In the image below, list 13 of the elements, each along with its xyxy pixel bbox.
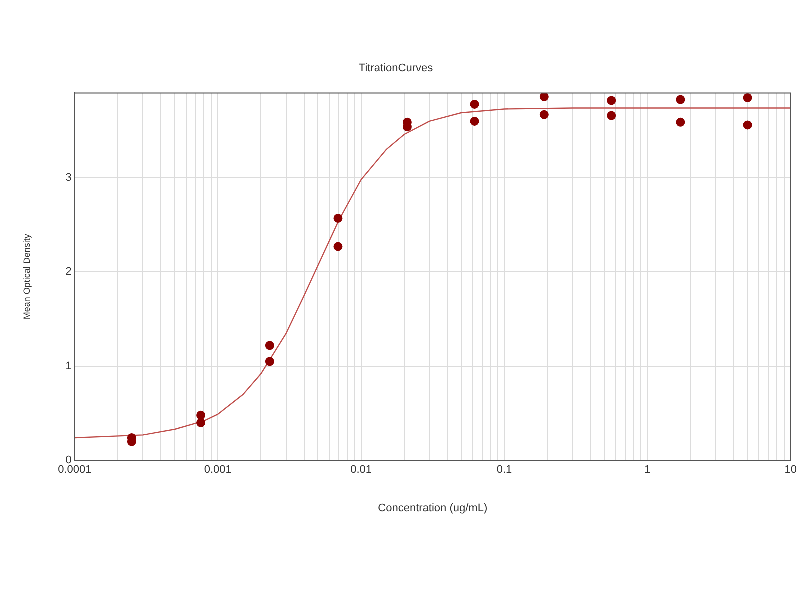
x-tick-label: 0.0001 (58, 464, 92, 476)
x-axis-title: Concentration (ug/mL) (378, 502, 488, 514)
x-tick-label: 0.001 (204, 464, 232, 476)
y-tick-label: 1 (66, 360, 72, 372)
x-tick-label: 0.1 (496, 464, 512, 476)
x-tick-label: 1 (644, 464, 651, 476)
y-tick-label: 0 (66, 454, 72, 467)
y-tick-label: 3 (66, 172, 72, 184)
x-tick-label: 0.01 (350, 464, 372, 476)
y-axis-title: Mean Optical Density (22, 234, 32, 320)
x-tick-label: 10 (784, 464, 798, 476)
y-tick-label: 2 (66, 266, 72, 278)
chart-title: TitrationCurves (358, 62, 434, 75)
